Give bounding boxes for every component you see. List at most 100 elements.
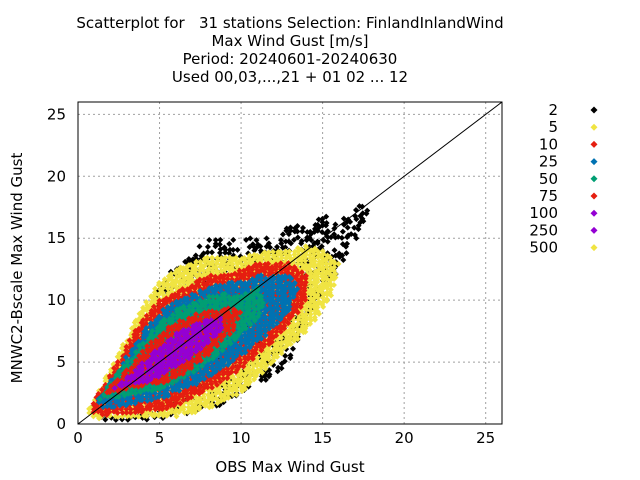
scatter-point-2 bbox=[294, 223, 301, 230]
chart-subtitle-variable: Max Wind Gust [m/s] bbox=[211, 32, 369, 50]
scatter-point-10 bbox=[156, 297, 163, 304]
scatter-point-2 bbox=[278, 240, 285, 247]
scatter-point-5 bbox=[251, 251, 258, 258]
scatter-point-10 bbox=[188, 394, 195, 401]
scatter-point-5 bbox=[307, 311, 314, 318]
scatter-point-10 bbox=[209, 384, 216, 391]
scatter-point-10 bbox=[236, 267, 243, 274]
scatter-point-5 bbox=[197, 258, 204, 265]
scatter-point-25 bbox=[147, 320, 154, 327]
scatter-point-2 bbox=[339, 252, 346, 259]
scatter-point-2 bbox=[278, 365, 285, 372]
scatter-point-10 bbox=[195, 282, 202, 289]
scatter-point-5 bbox=[168, 274, 175, 281]
scatter-point-5 bbox=[208, 401, 215, 408]
scatter-point-2 bbox=[323, 213, 330, 220]
scatter-point-2 bbox=[332, 221, 339, 228]
scatter-point-2 bbox=[216, 241, 223, 248]
scatter-point-5 bbox=[196, 394, 203, 401]
scatter-point-10 bbox=[277, 260, 284, 267]
scatter-point-5 bbox=[335, 260, 342, 267]
scatter-point-10 bbox=[252, 261, 259, 268]
scatter-point-25 bbox=[139, 397, 146, 404]
scatter-point-25 bbox=[135, 338, 142, 345]
scatter-point-2 bbox=[257, 243, 264, 250]
scatter-point-5 bbox=[209, 254, 216, 261]
scatter-point-10 bbox=[220, 375, 227, 382]
scatter-point-2 bbox=[192, 252, 199, 259]
scatter-point-10 bbox=[293, 267, 300, 274]
scatter-point-25 bbox=[133, 397, 140, 404]
scatter-point-10 bbox=[273, 332, 280, 339]
scatter-point-10 bbox=[265, 260, 272, 267]
scatter-point-2 bbox=[216, 249, 223, 256]
scatter-point-2 bbox=[230, 246, 237, 253]
scatter-point-25 bbox=[164, 303, 171, 310]
scatter-point-2 bbox=[355, 226, 362, 233]
scatter-point-10 bbox=[277, 323, 284, 330]
scatter-point-5 bbox=[277, 344, 284, 351]
scatter-point-10 bbox=[268, 338, 275, 345]
scatter-point-5 bbox=[295, 320, 302, 327]
scatter-point-5 bbox=[143, 298, 150, 305]
chart-title: Scatterplot for 31 stations Selection: F… bbox=[76, 14, 504, 32]
scatter-point-5 bbox=[222, 254, 229, 261]
scatter-point-2 bbox=[344, 224, 351, 231]
scatter-point-2 bbox=[339, 228, 346, 235]
chart-subtitle-period: Period: 20240601-20240630 bbox=[182, 50, 398, 68]
scatter-point-5 bbox=[273, 351, 280, 358]
scatter-point-2 bbox=[364, 207, 371, 214]
scatter-point-2 bbox=[221, 244, 228, 251]
scatter-point-2 bbox=[263, 235, 270, 242]
scatter-point-5 bbox=[196, 403, 203, 410]
scatter-point-2 bbox=[265, 240, 272, 247]
scatter-point-5 bbox=[302, 243, 309, 250]
scatter-point-2 bbox=[331, 231, 338, 238]
scatter-point-5 bbox=[209, 258, 216, 265]
scatter-point-5 bbox=[237, 382, 244, 389]
scatter-point-10 bbox=[126, 337, 133, 344]
scatter-point-5 bbox=[307, 252, 314, 259]
scatter-point-25 bbox=[132, 345, 139, 352]
scatter-point-2 bbox=[246, 243, 253, 250]
scatter-point-5 bbox=[286, 248, 293, 255]
scatter-point-5 bbox=[246, 252, 253, 259]
scatter-point-5 bbox=[290, 259, 297, 266]
scatter-point-5 bbox=[226, 382, 233, 389]
scatter-point-5 bbox=[265, 255, 272, 262]
scatter-point-2 bbox=[281, 358, 288, 365]
scatter-point-25 bbox=[164, 390, 171, 397]
scatter-point-10 bbox=[273, 261, 280, 268]
scatter-point-10 bbox=[301, 291, 308, 298]
scatter-point-5 bbox=[221, 381, 228, 388]
scatter-point-2 bbox=[359, 215, 366, 222]
scatter-point-2 bbox=[359, 203, 366, 210]
scatter-point-2 bbox=[331, 247, 338, 254]
scatter-point-10 bbox=[196, 276, 203, 283]
scatter-points bbox=[86, 203, 371, 423]
scatter-point-10 bbox=[123, 343, 130, 350]
scatter-point-10 bbox=[281, 322, 288, 329]
scatter-point-5 bbox=[233, 391, 240, 398]
scatter-point-2 bbox=[287, 352, 294, 359]
scatter-point-2 bbox=[230, 236, 237, 243]
scatter-point-5 bbox=[232, 254, 239, 261]
scatter-point-5 bbox=[216, 388, 223, 395]
scatter-point-2 bbox=[212, 237, 219, 244]
scatter-point-10 bbox=[207, 272, 214, 279]
scatter-point-5 bbox=[261, 249, 268, 256]
scatter-point-5 bbox=[143, 413, 150, 420]
scatter-point-2 bbox=[279, 231, 286, 238]
scatter-point-5 bbox=[322, 280, 329, 287]
scatter-point-5 bbox=[311, 314, 318, 321]
scatter-point-5 bbox=[294, 325, 301, 332]
scatter-point-10 bbox=[225, 272, 232, 279]
scatter-point-5 bbox=[327, 286, 334, 293]
scatter-point-10 bbox=[159, 400, 166, 407]
scatter-point-5 bbox=[168, 270, 175, 277]
scatter-point-5 bbox=[298, 246, 305, 253]
scatter-point-5 bbox=[206, 265, 213, 272]
scatter-point-5 bbox=[307, 295, 314, 302]
scatter-point-2 bbox=[324, 238, 331, 245]
